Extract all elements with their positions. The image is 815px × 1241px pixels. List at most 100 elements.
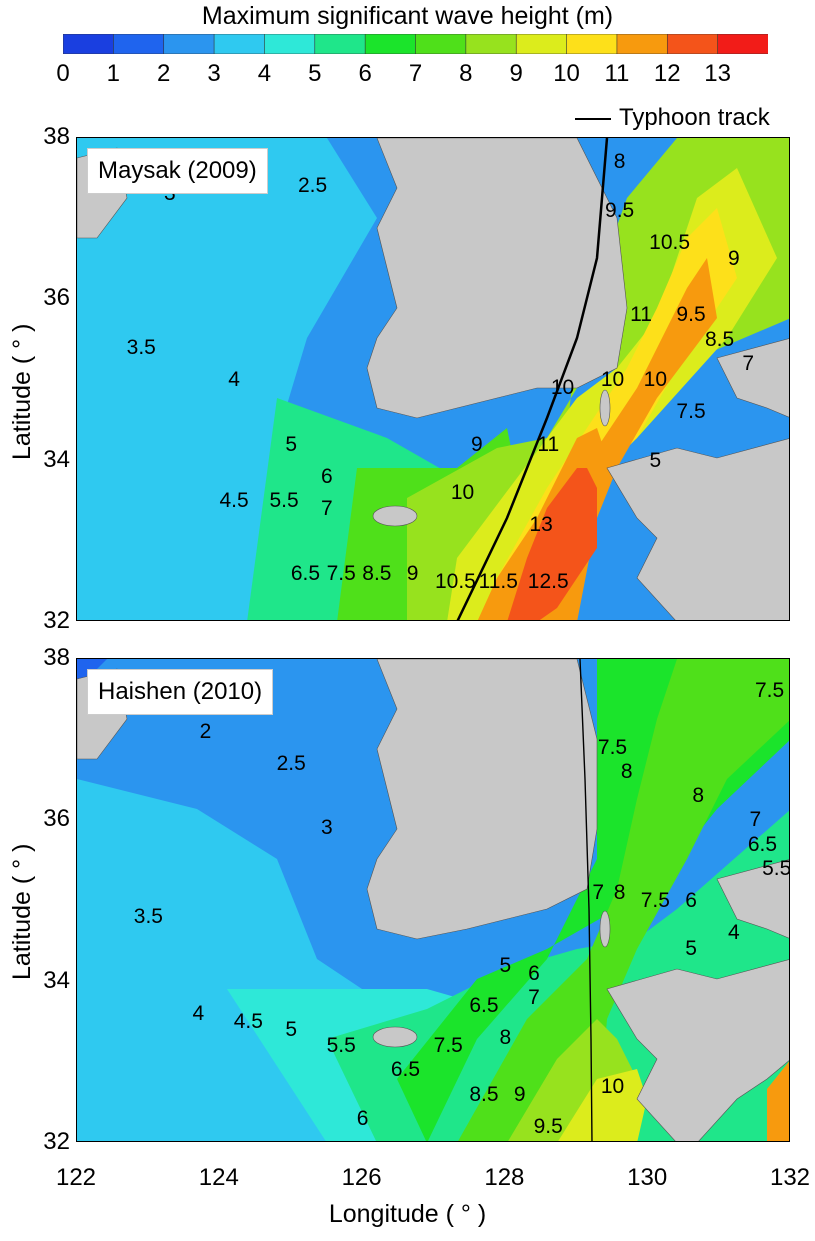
colorbar-title: Maximum significant wave height (m)	[201, 2, 614, 30]
contour-label: 9	[470, 432, 483, 456]
x-tick-label: 124	[198, 1164, 239, 1191]
contour-label: 3.5	[133, 905, 163, 929]
colorbar-swatch	[717, 34, 768, 54]
x-tick-label: 132	[769, 1164, 811, 1191]
storm-name-haishen: Haishen (2010)	[87, 669, 274, 715]
colorbar-tick-label: 6	[358, 60, 372, 87]
wave-zone-13m	[507, 468, 597, 620]
contour-label: 7.5	[433, 1034, 463, 1058]
contour-label: 5.5	[326, 1034, 356, 1058]
land-japan	[606, 959, 789, 1141]
contour-label: 3	[321, 816, 333, 840]
contour-label: 4.5	[219, 489, 249, 512]
land-korea	[366, 138, 628, 419]
colorbar-tick-label: 11	[604, 60, 630, 87]
contour-label: 11.5	[478, 569, 518, 593]
contour-label: 7	[749, 808, 762, 832]
colorbar-tick-label: 12	[653, 60, 681, 87]
contour-label: 3.5	[126, 335, 156, 359]
contour-label: 8	[613, 880, 626, 904]
colorbar-tick-label: 10	[553, 60, 580, 87]
contour-label: 10	[450, 480, 475, 504]
contour-label: 12.5	[527, 569, 569, 593]
land-korea	[366, 659, 598, 940]
contour-label: 7.5	[754, 679, 785, 703]
colorbar-swatch	[113, 34, 165, 54]
colorbar-swatch	[566, 34, 618, 54]
contour-label: 7	[592, 880, 605, 904]
track-legend-line	[575, 117, 611, 120]
y-tick-label: 36	[43, 805, 70, 833]
contour-label: 2	[199, 719, 212, 743]
contour-label: 7	[742, 351, 754, 375]
contour-label: 13	[529, 513, 553, 537]
land-tsushima	[599, 910, 611, 948]
contour-label: 11	[537, 432, 560, 456]
contour-label: 6.5	[390, 1058, 421, 1082]
contour-label: 7	[321, 497, 333, 521]
haishen-wave-map	[77, 659, 789, 1141]
contour-label: 7	[528, 985, 540, 1009]
contour-label: 9	[513, 1082, 526, 1106]
contour-label: 9.5	[676, 303, 706, 327]
contour-label: 5	[285, 1018, 298, 1042]
land-tsushima	[599, 389, 611, 427]
colorbar-tick-label: 7	[408, 60, 423, 87]
contour-label: 8	[620, 759, 633, 783]
x-tick-label: 130	[627, 1164, 668, 1191]
contour-label: 6	[321, 464, 333, 488]
contour-label: 5	[685, 937, 697, 961]
track-legend-label: Typhoon track	[619, 104, 770, 131]
contour-label: 4.5	[233, 1010, 263, 1033]
y-axis-label-bottom: Latitude ( ° )	[8, 843, 36, 980]
contour-label: 9.5	[605, 198, 635, 222]
wave-zone-4m	[77, 779, 535, 1141]
contour-label: 7.5	[597, 735, 628, 759]
colorbar-swatch	[314, 34, 366, 54]
contour-label: 10.5	[649, 230, 691, 254]
map-panel-maysak: 32.53.54564.55.576.57.58.5910.511.512.51…	[76, 137, 790, 621]
wave-zone-10m	[558, 1069, 647, 1141]
storm-name-maysak: Maysak (2009)	[87, 148, 268, 194]
contour-label: 4	[228, 368, 240, 391]
y-tick-label: 38	[43, 644, 70, 671]
map-panel-haishen: 2 2.5 3 3.5 4 4.5 5 5.5 6 6.5 7.5 6.5 8 8.5 9 9.5 10 7 5 6 7…	[76, 658, 790, 1142]
colorbar-swatch	[163, 34, 215, 54]
land-japan-north	[716, 338, 789, 418]
colorbar-tick-label: 8	[459, 60, 473, 87]
contour-label: 10	[643, 368, 668, 391]
contour-label: 7.5	[640, 889, 670, 912]
x-tick-label: 126	[341, 1164, 382, 1191]
colorbar-tick-label: 4	[257, 60, 272, 87]
contour-label: 4	[728, 921, 740, 945]
contour-label: 10	[600, 368, 625, 391]
colorbar-swatch	[515, 34, 568, 54]
land-jeju	[372, 505, 418, 527]
colorbar-tick-label: 2	[157, 60, 171, 87]
contour-label: 9.5	[533, 1114, 563, 1138]
contour-label: 6.5	[747, 832, 778, 856]
contour-label: 6	[356, 1106, 369, 1130]
contour-label: 6.5	[290, 561, 321, 585]
colorbar-swatch	[616, 34, 669, 54]
contour-label: 5.5	[762, 856, 790, 880]
contour-label: 5	[649, 448, 662, 472]
contour-label: 9	[728, 247, 740, 270]
land-japan	[606, 438, 789, 620]
land-jeju	[372, 1026, 418, 1048]
colorbar-swatch	[63, 34, 115, 54]
contour-label: 7.5	[326, 561, 356, 585]
colorbar	[63, 34, 768, 54]
y-tick-label: 34	[43, 966, 70, 994]
wave-zone-8m	[458, 659, 789, 1141]
colorbar-swatch	[213, 34, 266, 54]
colorbar-tick-label: 5	[308, 60, 322, 87]
contour-label: 10	[600, 1074, 625, 1098]
contour-label: 2.5	[276, 751, 306, 775]
wave-zone-4m	[77, 138, 396, 620]
y-tick-label: 38	[43, 123, 70, 150]
contour-label: 9	[406, 561, 419, 585]
wave-zone-11m	[767, 1061, 789, 1141]
contour-label: 8.5	[362, 561, 392, 585]
y-axis-label-top: Latitude ( ° )	[8, 323, 36, 460]
